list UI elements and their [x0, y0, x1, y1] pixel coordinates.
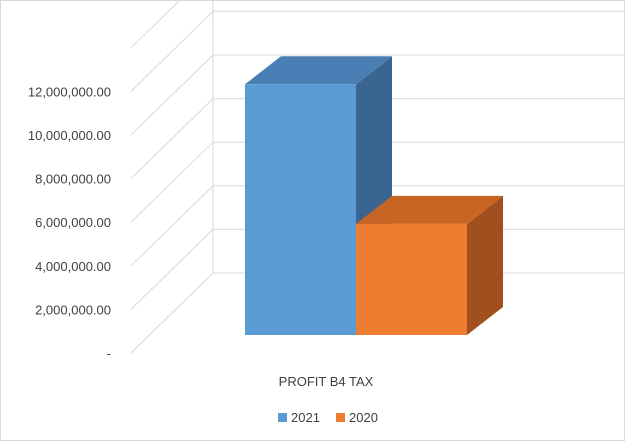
gridline-diagonal: [130, 141, 214, 223]
bar-top-face: [356, 195, 503, 224]
legend-swatch: [336, 413, 345, 422]
x-category-label: PROFIT B4 TAX: [279, 374, 374, 389]
legend-swatch: [278, 413, 287, 422]
y-tick-label: 10,000,000.00: [28, 128, 111, 143]
legend-label: 2021: [291, 410, 320, 425]
bar-front-face: [245, 84, 356, 335]
x-axis-categories: PROFIT B4 TAX: [279, 374, 374, 389]
bar-front-face: [356, 223, 467, 335]
bars: [245, 56, 503, 336]
gridline-diagonal: [130, 98, 214, 179]
y-tick-label: 12,000,000.00: [28, 84, 111, 99]
gridline-diagonal: [130, 272, 214, 354]
gridline-diagonal: [130, 1, 180, 49]
y-tick-label: 8,000,000.00: [35, 172, 111, 187]
y-tick-label: 4,000,000.00: [35, 259, 111, 274]
bar-top-face: [245, 56, 392, 85]
gridline-diagonal: [130, 54, 214, 136]
y-tick-label: 6,000,000.00: [35, 215, 111, 230]
bar-side-face: [467, 195, 503, 335]
gridline-diagonal: [130, 11, 214, 92]
legend: 2021 2020: [278, 410, 378, 425]
y-tick-label: -: [107, 346, 111, 361]
bar-2020: [356, 195, 503, 335]
y-axis-ticks: - 2,000,000.00 4,000,000.00 6,000,000.00 8,0…: [28, 84, 111, 361]
gridline-diagonal: [130, 229, 214, 310]
y-tick-label: 2,000,000.00: [35, 302, 111, 317]
gridline-diagonal: [130, 185, 214, 267]
legend-label: 2020: [349, 410, 378, 425]
